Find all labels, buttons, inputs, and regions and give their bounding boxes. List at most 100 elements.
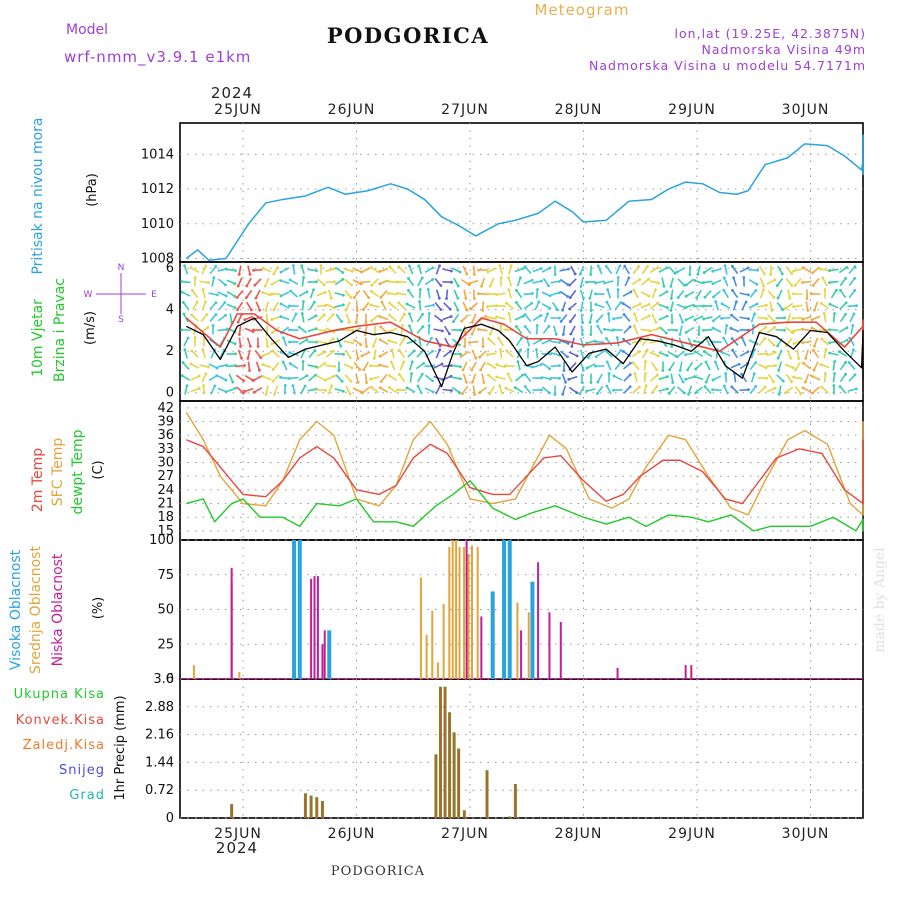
wind-arrow [776, 374, 784, 382]
wind-arrow [641, 349, 649, 359]
wind-arrow-head [561, 308, 564, 312]
wind-arrow [487, 352, 497, 356]
wind-arrow-head [211, 324, 215, 327]
wind-arrow-head [252, 328, 255, 332]
wind-arrow-head [775, 284, 779, 288]
wind-arrow-head [452, 320, 455, 324]
wind-arrow [580, 277, 584, 287]
wind-arrow [471, 349, 477, 359]
wind-arrow-head [348, 320, 351, 324]
wind-arrow-head [747, 293, 750, 297]
wind-arrow-head [238, 333, 241, 336]
wind-arrow [823, 313, 827, 323]
wind-arrow [631, 350, 641, 358]
wind-arrow [523, 302, 533, 310]
wind-arrow-head [606, 288, 610, 292]
wind-arrow-head [730, 313, 733, 317]
precip-tick-label: 2.16 [145, 728, 174, 743]
wind-arrow-head [772, 343, 776, 347]
pressure-line [185, 134, 864, 262]
wind-arrow [579, 361, 585, 371]
wind-arrow [622, 338, 632, 346]
wind-arrow [434, 278, 442, 286]
wind-arrow-head [189, 362, 193, 366]
wind-arrow-head [352, 296, 356, 300]
wind-arrow [265, 337, 269, 347]
wind-arrow-head [465, 272, 469, 276]
cloud-mid-bar [516, 602, 519, 679]
cloud-low-bar [465, 540, 468, 679]
wind-arrow [524, 265, 532, 275]
wind-arrow-head [223, 301, 227, 304]
pressure-tick-label: 1008 [141, 252, 174, 267]
wind-arrow-head [516, 360, 520, 364]
wind-arrow [732, 277, 738, 287]
wind-arrow [353, 289, 361, 299]
wind-arrow-head [495, 315, 499, 319]
wind-arrow-head [252, 268, 255, 272]
wind-arrow-head [499, 348, 502, 351]
wind-arrow [604, 328, 614, 332]
wind-arrow-head [497, 336, 501, 340]
wind-arrow [785, 278, 793, 286]
wind-arrow-head [781, 379, 785, 383]
wind-arrow [838, 266, 848, 274]
wind-arrow-head [747, 388, 750, 392]
wind-arrow [379, 279, 389, 285]
wind-arrow-head [792, 342, 796, 346]
wind-arrow-head [363, 333, 367, 336]
wind-arrow-head [819, 363, 823, 366]
wind-arrow-head [792, 305, 795, 309]
wind-arrow-head [797, 357, 801, 360]
wind-arrow [551, 301, 559, 311]
wind-arrow-head [350, 269, 354, 273]
wind-arrow-head [486, 292, 489, 296]
wind-arrow [748, 303, 758, 309]
wind-arrow-head [181, 361, 185, 364]
wind-arrow-head [740, 372, 743, 376]
wind-arrow [524, 314, 532, 322]
wind-arrow [676, 303, 686, 309]
wind-arrow-head [477, 268, 480, 272]
wind-arrow-head [562, 369, 566, 372]
wind-arrow-head [783, 307, 787, 310]
temp-tick-label: 21 [157, 497, 174, 512]
wind-arrow-head [481, 345, 485, 348]
wind-arrow-head [788, 297, 792, 300]
wind-arrow [757, 363, 767, 369]
wind-arrow-head [855, 304, 858, 308]
wind-arrow [262, 267, 272, 273]
wind-arrow [650, 361, 658, 371]
wind-arrow-head [665, 387, 669, 391]
wind-arrow [280, 291, 290, 297]
cloud-low-bar [480, 616, 483, 679]
wind-arrow [226, 364, 236, 368]
wind-arrow-head [523, 325, 527, 328]
wind-arrow-head [350, 366, 354, 370]
wind-arrow-head [410, 372, 413, 375]
wind-arrow-head [464, 297, 468, 300]
wind-arrow [417, 385, 423, 395]
wind-arrow-head [575, 354, 579, 358]
tsfc-line [185, 412, 864, 516]
wind-arrow [769, 301, 773, 311]
wind-arrow-head [348, 392, 352, 396]
wind-arrow [433, 328, 443, 332]
pressure-label: Pritisak na nivou mora [30, 117, 46, 274]
wind-arrow-head [378, 282, 382, 286]
wind-arrow-head [792, 375, 795, 379]
wind-arrow [623, 362, 631, 370]
wind-arrow-head [722, 276, 726, 280]
wind-tick-label: 2 [166, 344, 174, 359]
wind-arrow-head [844, 360, 847, 364]
wind-arrow [435, 265, 441, 275]
precip-tick-label: 0.72 [145, 783, 174, 798]
wind-arrow-head [615, 336, 619, 339]
wind-arrow [363, 361, 369, 371]
wind-arrow [507, 373, 513, 383]
cloud-low-bar [520, 630, 523, 679]
wind-arrow-head [342, 352, 345, 356]
wind-arrow [643, 385, 647, 395]
wind-arrow [670, 301, 674, 311]
wind-arrow [560, 314, 568, 322]
